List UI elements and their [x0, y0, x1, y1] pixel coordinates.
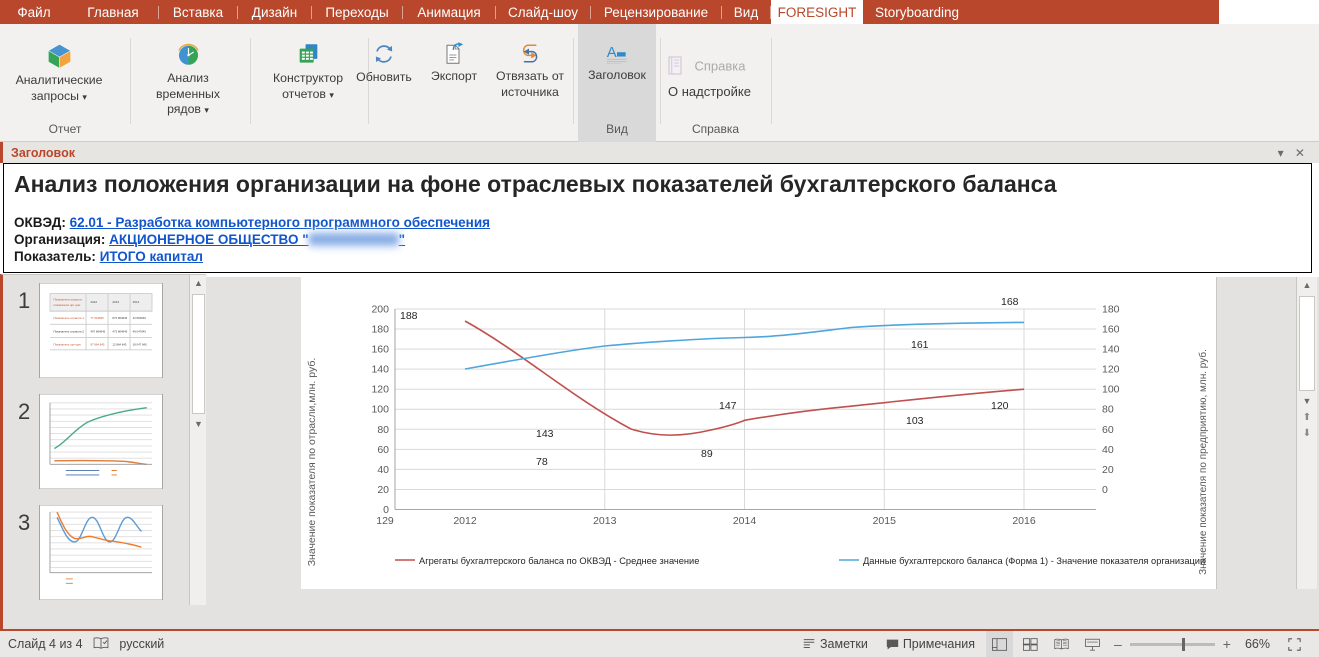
svg-text:80: 80 — [1102, 404, 1114, 416]
svg-text:12 864 845: 12 864 845 — [112, 342, 126, 346]
svg-text:48 047845: 48 047845 — [133, 329, 147, 333]
svg-text:78: 78 — [536, 456, 548, 468]
svg-text:A: A — [607, 44, 617, 61]
svg-text:2012: 2012 — [90, 300, 97, 304]
svg-text:18 047 845: 18 047 845 — [133, 342, 147, 346]
svg-text:160: 160 — [1102, 324, 1120, 336]
svg-text:20: 20 — [377, 484, 389, 496]
svg-text:120: 120 — [1102, 364, 1120, 376]
svg-text:103: 103 — [906, 415, 924, 427]
svg-text:2016: 2016 — [1012, 515, 1036, 527]
svg-text:60: 60 — [377, 444, 389, 456]
svg-text:473 864845: 473 864845 — [112, 329, 127, 333]
svg-text:Агрегаты бухгалтерского баланс: Агрегаты бухгалтерского баланса по ОКВЭД… — [419, 556, 699, 566]
svg-text:0: 0 — [1102, 484, 1108, 496]
svg-text:97 864 845: 97 864 845 — [90, 342, 104, 346]
svg-text:2013: 2013 — [593, 515, 617, 527]
svg-text:168: 168 — [1001, 296, 1019, 308]
svg-text:показатели орг-ции: показатели орг-ции — [54, 303, 81, 307]
svg-text:100: 100 — [1102, 384, 1120, 396]
svg-text:Показатель отрасли 1: Показатель отрасли 1 — [54, 316, 85, 320]
svg-text:100: 100 — [371, 404, 389, 416]
svg-text:20: 20 — [1102, 464, 1114, 476]
svg-text:873 864845: 873 864845 — [112, 316, 127, 320]
svg-text:497 864845: 497 864845 — [90, 329, 105, 333]
svg-text:Данные бухгалтерского баланса: Данные бухгалтерского баланса (Форма 1) … — [863, 556, 1205, 566]
svg-text:147: 147 — [719, 400, 737, 412]
svg-text:120: 120 — [991, 400, 1009, 412]
svg-text:40: 40 — [1102, 444, 1114, 456]
svg-text:2013: 2013 — [112, 300, 119, 304]
svg-text:140: 140 — [371, 364, 389, 376]
svg-text:120: 120 — [371, 384, 389, 396]
svg-text:180: 180 — [371, 324, 389, 336]
svg-text:200: 200 — [371, 304, 389, 316]
svg-text:Показатели отрасли,: Показатели отрасли, — [54, 298, 83, 302]
svg-text:2014: 2014 — [733, 515, 757, 527]
svg-text:Значение показателя по предпри: Значение показателя по предприятию, млн.… — [1197, 349, 1209, 575]
svg-text:60: 60 — [1102, 424, 1114, 436]
svg-text:188: 188 — [400, 310, 418, 322]
svg-text:Значение показателя по отрасли: Значение показателя по отрасли,млн. руб. — [306, 358, 318, 567]
svg-text:2012: 2012 — [453, 515, 477, 527]
svg-text:Показатель орг-ции: Показатель орг-ции — [54, 342, 82, 346]
svg-text:140: 140 — [1102, 344, 1120, 356]
svg-text:40: 40 — [377, 464, 389, 476]
svg-text:160: 160 — [371, 344, 389, 356]
svg-text:2014: 2014 — [133, 300, 140, 304]
svg-text:42 864845: 42 864845 — [133, 316, 147, 320]
svg-text:77 644845: 77 644845 — [90, 316, 104, 320]
svg-text:180: 180 — [1102, 304, 1120, 316]
svg-text:129: 129 — [376, 515, 394, 527]
svg-text:89: 89 — [701, 448, 713, 460]
svg-text:Показатель отрасли 2: Показатель отрасли 2 — [54, 329, 85, 333]
svg-text:161: 161 — [911, 339, 929, 351]
svg-text:143: 143 — [536, 428, 554, 440]
svg-text:2015: 2015 — [873, 515, 897, 527]
svg-text:80: 80 — [377, 424, 389, 436]
